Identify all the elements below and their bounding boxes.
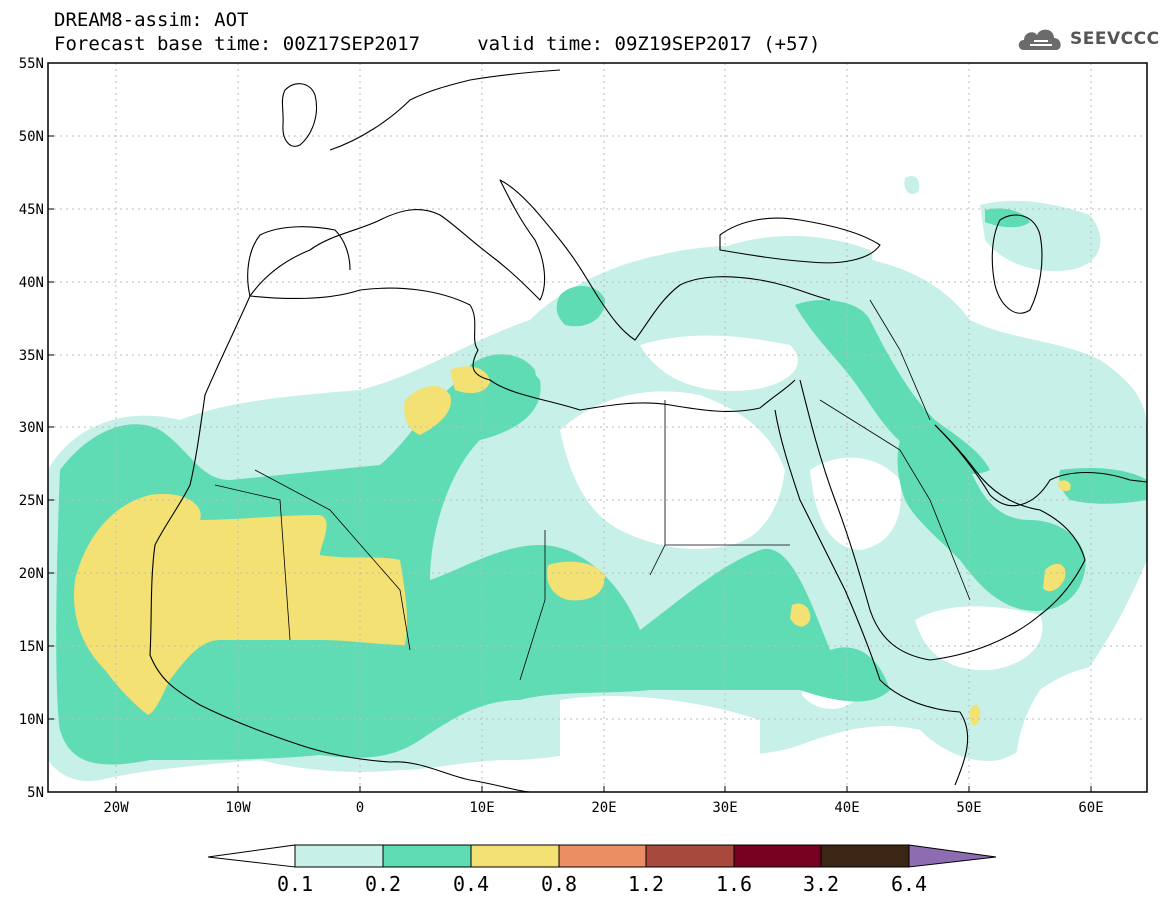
aot-region-caspian-green [985, 208, 1030, 228]
lon-label: 20E [591, 800, 616, 816]
lat-label: 40N [19, 275, 44, 291]
aot-region-west-africa-green [56, 363, 890, 765]
colorbar-bin [558, 844, 647, 868]
coastline-red-sea [774, 409, 969, 786]
aot-clear-central-africa [560, 696, 760, 792]
border-iraq-iran [869, 299, 931, 421]
aot-clear-eastern-med [640, 335, 798, 391]
colorbar-bin [820, 844, 910, 868]
brand-logo: SEEVCCC [1016, 22, 1160, 56]
lat-label: 10N [19, 712, 44, 728]
brand-name: SEEVCCC [1070, 29, 1160, 49]
aot-field-0.2-0.4 [56, 208, 1147, 765]
lat-label: 55N [19, 56, 44, 72]
aot-region-mauritania-yellow [74, 494, 408, 715]
aot-region-gulf-yellow [1058, 480, 1071, 492]
lat-label: 25N [19, 493, 44, 509]
coastline-north-africa [249, 287, 796, 412]
aot-region-algeria-yellow [404, 385, 451, 435]
colorbar-label: 0.2 [365, 872, 401, 896]
lat-label: 50N [19, 129, 44, 145]
aot-field-0.4-0.8 [74, 366, 1071, 726]
aot-region-tunisia-yellow [450, 366, 490, 394]
lat-label: 35N [19, 348, 44, 364]
aot-region-mediterranean-green [556, 285, 605, 327]
colorbar-label: 6.4 [891, 872, 927, 896]
colorbar-label: 1.6 [716, 872, 752, 896]
title-line-1: DREAM8-assim: AOT [54, 9, 249, 31]
aot-region-gulf-of-oman-green [1059, 468, 1147, 504]
colorbar-bin [382, 844, 472, 868]
lon-label: 40E [834, 800, 859, 816]
coastline-northern-europe [329, 69, 561, 151]
aot-region-arabia-green [897, 437, 1086, 611]
aot-region-black-sea-light [730, 235, 873, 276]
axis-ticks [48, 135, 1092, 792]
coastline-arabia [799, 379, 1086, 661]
border-mauritania [214, 484, 291, 641]
colorbar-label: 0.1 [277, 872, 313, 896]
colorbar-bin [908, 844, 997, 868]
aot-region-mesopotamia-green [795, 300, 990, 475]
lat-label: 30N [19, 420, 44, 436]
colorbar-label: 3.2 [803, 872, 839, 896]
coastline-british-isles [281, 83, 318, 147]
latitude-labels: 5N 10N 15N 20N 25N 30N 35N 40N 45N 50N 5… [19, 56, 44, 801]
border-chad-sudan [519, 530, 546, 681]
colorbar-bin [733, 844, 822, 868]
coastline-black-sea [719, 217, 881, 264]
longitude-labels: 20W 10W 0 10E 20E 30E 40E 50E 60E [103, 800, 1103, 816]
coastline-gulf [934, 424, 1147, 507]
colorbar-label: 0.8 [541, 872, 577, 896]
aot-region-sudan-yellow [790, 603, 811, 627]
colorbar-label: 0.4 [453, 872, 489, 896]
aot-region-somalia-yellow [970, 704, 981, 726]
lat-label: 20N [19, 566, 44, 582]
map-plot-area [48, 63, 1147, 792]
colorbar-bin [645, 844, 735, 868]
coastline-caspian [991, 214, 1043, 314]
aot-region-cyprus-light [904, 175, 920, 195]
lat-label: 15N [19, 639, 44, 655]
colorbar-label: 1.2 [628, 872, 664, 896]
map-graticule [48, 63, 1147, 792]
aot-clear-ocean-south [1016, 664, 1147, 792]
colorbar [207, 844, 997, 868]
lon-label: 30E [712, 800, 737, 816]
aot-clear-libya-egypt [560, 391, 785, 550]
aot-clear-arabia [810, 457, 901, 550]
lon-label: 50E [956, 800, 981, 816]
lat-label: 5N [27, 785, 44, 801]
lon-label: 0 [356, 800, 364, 816]
lat-label: 45N [19, 202, 44, 218]
lon-label: 60E [1078, 800, 1103, 816]
coastline-africa-west [149, 295, 531, 792]
coastline-iberia [247, 226, 351, 297]
lon-label: 20W [103, 800, 129, 816]
coastline-europe-med [249, 179, 601, 301]
colorbar-labels: 0.1 0.2 0.4 0.8 1.2 1.6 3.2 6.4 [277, 872, 927, 896]
coastline-greece-turkey [599, 276, 831, 341]
lon-label: 10E [469, 800, 494, 816]
border-algeria-mali [254, 469, 411, 651]
border-saudi [819, 399, 971, 601]
cloud-logo-icon [1018, 29, 1061, 50]
aot-region-libya-coast-green [470, 354, 536, 425]
aot-clear-horn [915, 606, 1043, 671]
colorbar-bin [294, 844, 384, 868]
colorbar-bin [470, 844, 560, 868]
map-borders [214, 299, 971, 681]
map-coastlines [149, 69, 1147, 792]
aot-region-oman-yellow [1043, 563, 1066, 592]
lon-label: 10W [225, 800, 251, 816]
colorbar-bin [207, 844, 296, 868]
title-line-2: Forecast base time: 00Z17SEP2017 valid t… [54, 33, 821, 55]
aot-region-tibesti-yellow [546, 561, 605, 601]
